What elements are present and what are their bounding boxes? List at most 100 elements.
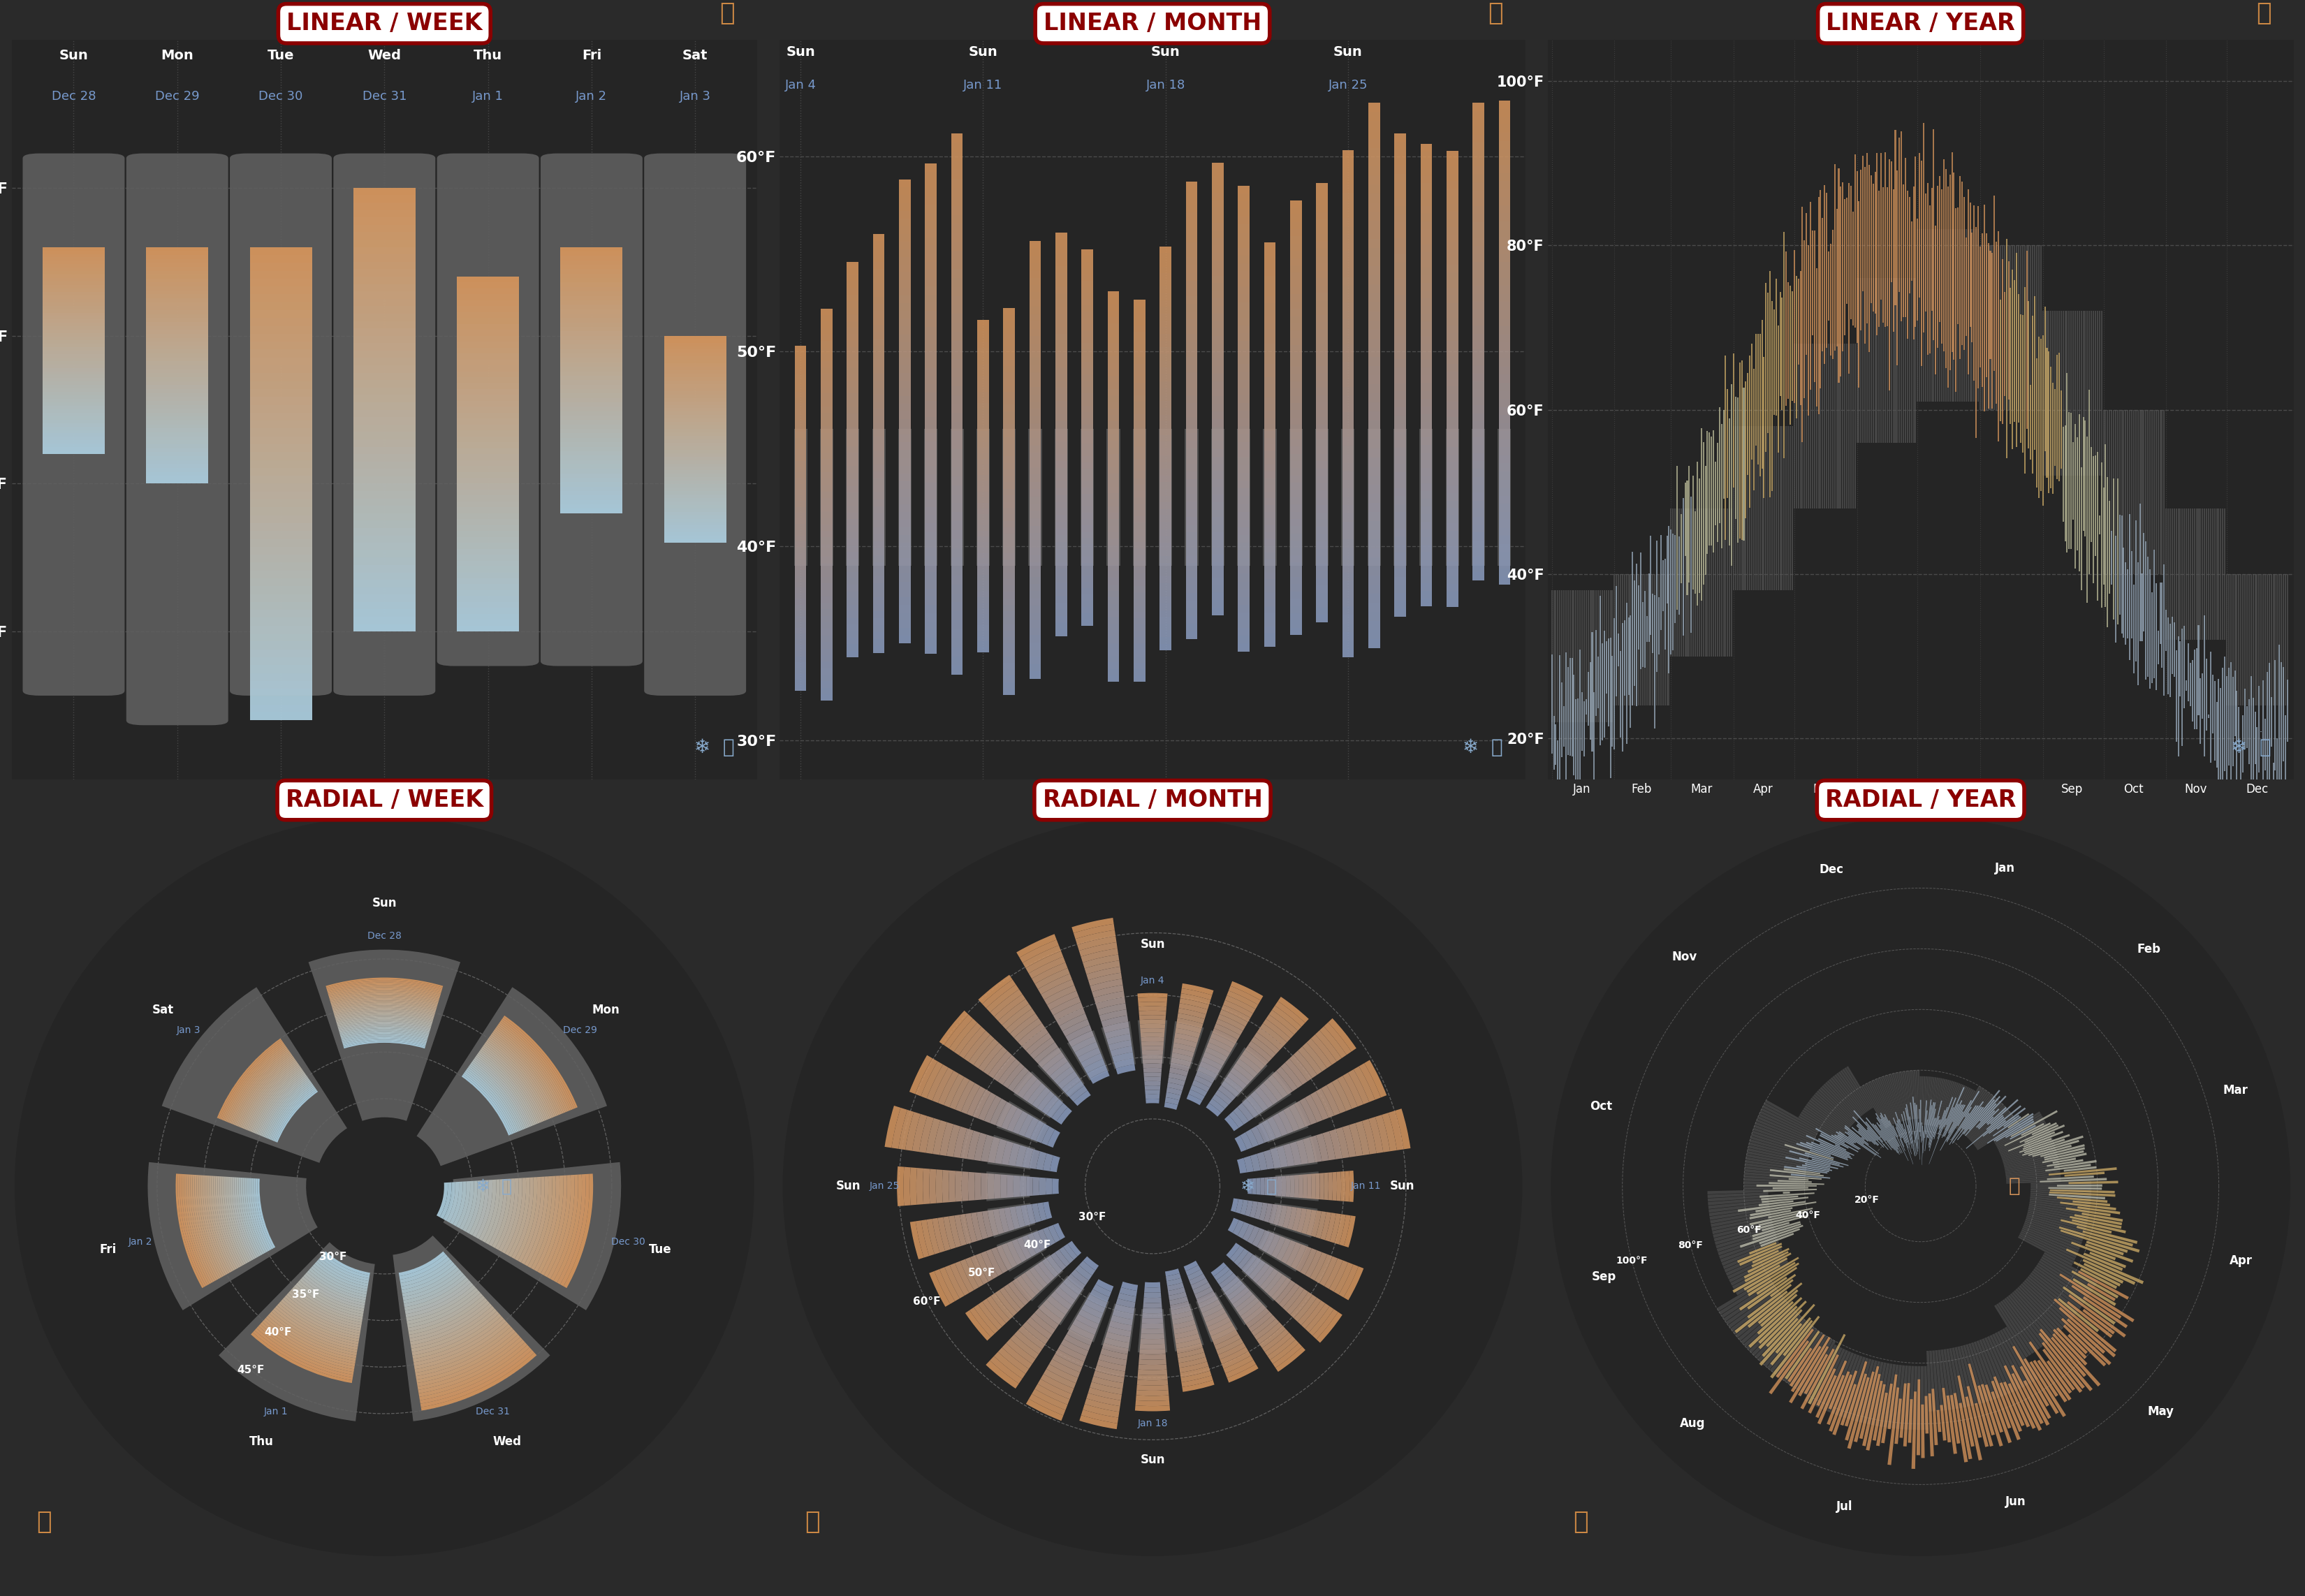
Bar — [982, 980, 1017, 1009]
Bar — [1026, 1203, 1035, 1224]
Bar — [1448, 576, 1459, 584]
Bar — [795, 536, 807, 541]
Bar — [456, 282, 519, 289]
Bar — [1747, 1151, 1807, 1165]
Bar — [265, 1080, 311, 1138]
Bar — [1708, 1203, 1770, 1213]
Bar — [821, 610, 832, 616]
Bar — [1752, 1248, 1789, 1267]
Bar — [1300, 1248, 1316, 1275]
Bar — [1473, 190, 1484, 198]
Bar — [1996, 1120, 2045, 1148]
Bar — [41, 450, 104, 455]
Bar — [924, 605, 936, 613]
Bar — [1000, 1286, 1021, 1312]
Bar — [1952, 1347, 1966, 1408]
Bar — [1139, 1005, 1166, 1012]
Bar — [1056, 380, 1067, 388]
Bar — [1030, 453, 1042, 460]
Bar — [899, 249, 910, 257]
Bar — [1473, 493, 1484, 501]
Bar — [145, 330, 207, 334]
Bar — [1498, 429, 1512, 565]
Bar — [1176, 1337, 1201, 1349]
Bar — [2008, 1294, 2049, 1344]
Bar — [475, 1057, 530, 1127]
Bar — [228, 1176, 249, 1262]
Bar — [1939, 1080, 1955, 1128]
Bar — [1448, 402, 1459, 409]
Bar — [1715, 1226, 1775, 1245]
Bar — [512, 1178, 532, 1259]
Bar — [1053, 1066, 1074, 1085]
Bar — [924, 581, 936, 589]
Bar — [1185, 563, 1199, 570]
Bar — [664, 346, 726, 350]
Bar — [1056, 495, 1067, 501]
Bar — [1498, 536, 1510, 544]
Bar — [1952, 1104, 1962, 1122]
Bar — [1056, 508, 1067, 516]
Bar — [1263, 531, 1275, 539]
Bar — [2005, 1298, 2042, 1349]
Bar — [2084, 1253, 2123, 1270]
Bar — [1263, 431, 1275, 437]
Bar — [456, 514, 519, 519]
Bar — [1000, 1104, 1017, 1130]
Bar — [952, 567, 963, 575]
Bar — [924, 327, 936, 335]
Bar — [664, 501, 726, 504]
Bar — [1081, 456, 1093, 463]
Bar — [1844, 1374, 1867, 1441]
Text: Aug: Aug — [1680, 1417, 1706, 1430]
Bar — [871, 429, 885, 565]
Bar — [1063, 1076, 1081, 1093]
Bar — [1448, 531, 1459, 538]
Bar — [1136, 1390, 1169, 1396]
Bar — [1498, 367, 1510, 375]
Bar — [1247, 1095, 1263, 1114]
Bar — [337, 1018, 431, 1026]
Bar — [1212, 570, 1224, 578]
Bar — [1159, 603, 1171, 610]
Bar — [1238, 318, 1249, 326]
Bar — [1915, 1379, 1920, 1456]
Bar — [2031, 1272, 2079, 1312]
Bar — [1176, 1342, 1203, 1353]
Bar — [41, 292, 104, 295]
Bar — [1134, 669, 1146, 675]
Bar — [952, 656, 963, 666]
Bar — [1448, 439, 1459, 447]
Bar — [821, 452, 832, 460]
Bar — [821, 589, 832, 597]
Bar — [874, 338, 885, 345]
Bar — [1959, 1403, 1973, 1459]
Bar — [1212, 547, 1224, 555]
Bar — [924, 220, 936, 230]
Bar — [1185, 204, 1199, 212]
Bar — [664, 388, 726, 391]
Bar — [1003, 437, 1014, 444]
Bar — [1473, 150, 1484, 158]
Bar — [1348, 1069, 1369, 1104]
Bar — [664, 426, 726, 429]
Bar — [1881, 1077, 1899, 1124]
Bar — [560, 389, 622, 394]
Bar — [1897, 1073, 1906, 1120]
Bar — [560, 255, 622, 260]
Bar — [1316, 429, 1328, 565]
Bar — [249, 578, 311, 586]
Bar — [1369, 365, 1381, 375]
Bar — [1238, 573, 1249, 581]
Bar — [456, 342, 519, 348]
Bar — [1212, 592, 1224, 600]
Bar — [846, 618, 857, 624]
Bar — [1904, 1111, 1913, 1149]
Bar — [1026, 1176, 1033, 1195]
Bar — [846, 472, 857, 479]
Bar — [1473, 461, 1484, 469]
Bar — [952, 206, 963, 215]
Bar — [899, 273, 910, 281]
Bar — [1206, 1312, 1229, 1326]
Bar — [1106, 539, 1120, 546]
